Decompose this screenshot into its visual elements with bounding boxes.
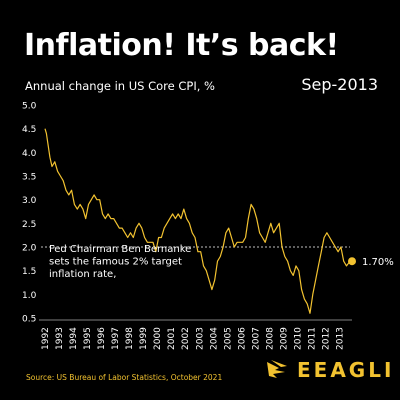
brand-name: EEAGLI xyxy=(297,358,395,382)
x-tick-label: 1999 xyxy=(139,327,149,350)
x-tick-label: 2012 xyxy=(321,327,331,350)
x-axis: 1992 1993 1994 1995 1996 1997 1998 1999 2000 2001… xyxy=(41,327,345,350)
annotation-text: Fed Chairman Ben Bernanke sets the famous… xyxy=(49,244,191,280)
page-title: Inflation! It’s back! xyxy=(24,28,339,63)
y-tick-label: 1.0 xyxy=(22,291,37,301)
x-tick-label: 2003 xyxy=(195,327,205,350)
end-value-label: 1.70% xyxy=(362,257,394,268)
x-tick-label: 1998 xyxy=(125,327,135,350)
brand-logo: EEAGLI xyxy=(265,358,394,382)
x-tick-label: 2001 xyxy=(167,327,177,350)
x-tick-label: 2008 xyxy=(265,327,275,350)
x-tick-label: 2004 xyxy=(209,327,219,350)
x-tick-label: 1992 xyxy=(41,327,51,350)
x-tick-label: 1995 xyxy=(83,327,93,350)
x-tick-label: 2006 xyxy=(237,327,247,350)
source-note: Source: US Bureau of Labor Statistics, O… xyxy=(26,373,223,382)
end-point-marker xyxy=(348,257,356,266)
x-tick-label: 2009 xyxy=(279,327,289,350)
date-label: Sep-2013 xyxy=(301,75,378,94)
x-tick-label: 1994 xyxy=(69,327,79,350)
y-tick-label: 2.5 xyxy=(22,220,36,230)
x-tick-label: 2005 xyxy=(223,327,233,350)
y-tick-label: 0.5 xyxy=(22,315,36,325)
y-tick-label: 4.0 xyxy=(22,149,37,159)
x-tick-label: 1997 xyxy=(111,327,121,350)
x-tick-label: 2002 xyxy=(181,327,191,350)
series-line xyxy=(44,128,351,314)
y-tick-label: 3.0 xyxy=(22,196,37,206)
x-tick-label: 1996 xyxy=(97,327,107,350)
y-tick-label: 3.5 xyxy=(22,173,36,183)
y-tick-label: 4.5 xyxy=(22,125,36,135)
x-tick-label: 2013 xyxy=(335,327,345,350)
y-tick-label: 1.5 xyxy=(22,267,36,277)
y-tick-label: 2.0 xyxy=(22,244,37,254)
y-tick-label: 5.0 xyxy=(22,102,37,112)
x-tick-label: 1993 xyxy=(55,327,65,350)
x-tick-label: 2000 xyxy=(153,327,163,350)
x-tick-label: 2011 xyxy=(307,327,317,350)
x-tick-label: 2010 xyxy=(293,327,303,350)
y-axis: 0.5 1.0 1.5 2.0 2.5 3.0 3.5 4.0 4.5 5.0 xyxy=(22,102,37,325)
x-tick-label: 2007 xyxy=(251,327,261,350)
chart-subtitle: Annual change in US Core CPI, % xyxy=(25,79,215,93)
eagle-icon xyxy=(267,360,287,378)
